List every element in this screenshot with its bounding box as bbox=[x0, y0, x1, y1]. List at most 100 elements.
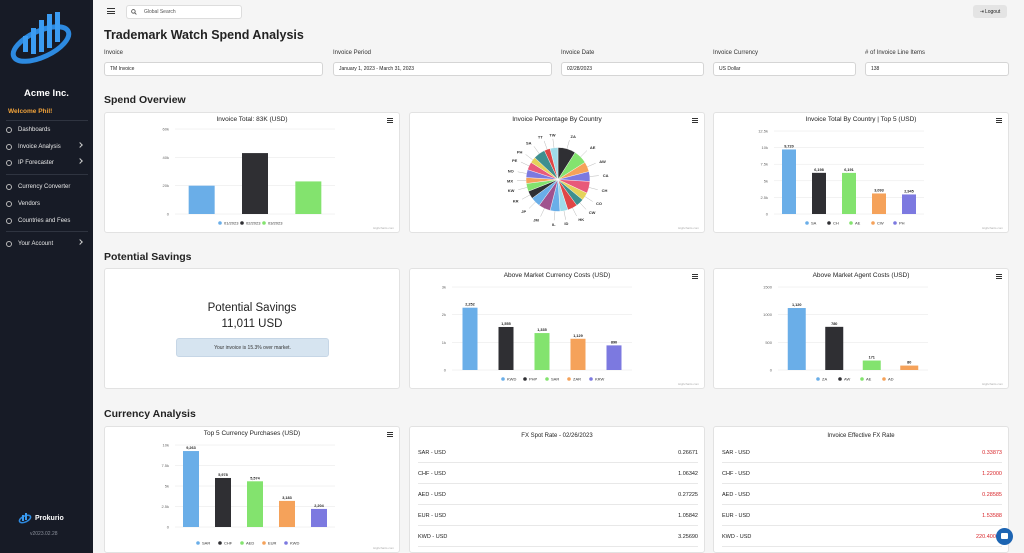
global-search-input[interactable]: Global Search bbox=[126, 5, 242, 19]
y-tick-label: 3k bbox=[442, 285, 446, 290]
chart-credits: Highcharts.com bbox=[373, 226, 394, 230]
field-input[interactable]: US Dollar bbox=[713, 62, 856, 76]
sidebar-item-2[interactable]: IP Forecaster bbox=[6, 157, 88, 169]
legend-item[interactable]: KWD bbox=[290, 541, 299, 546]
bar-EUR[interactable] bbox=[279, 500, 295, 527]
legend-item[interactable]: CH bbox=[833, 221, 839, 226]
chart-svg: 0 2.5k 5k 7.5k 10k 12.5k 9,720 6,198 6,191 3,093 2… bbox=[758, 129, 924, 226]
bar-AE[interactable] bbox=[842, 172, 856, 214]
y-tick-label: 0 bbox=[167, 212, 170, 217]
bar-KWD[interactable] bbox=[311, 508, 327, 527]
bar-AW[interactable] bbox=[825, 326, 844, 370]
pie-label: NO bbox=[508, 169, 514, 174]
sidebar: Acme Inc. Welcome Phil! Dashboards Invoic… bbox=[0, 0, 93, 553]
bar-AED[interactable] bbox=[247, 481, 263, 527]
logout-button[interactable]: ⇥ Logout bbox=[973, 5, 1007, 18]
pie-label: PE bbox=[512, 158, 518, 163]
legend-item[interactable]: CHF bbox=[224, 541, 233, 546]
field-input[interactable]: 138 bbox=[865, 62, 1009, 76]
chat-widget-icon[interactable] bbox=[996, 528, 1013, 545]
chart-menu-icon[interactable] bbox=[692, 118, 698, 123]
legend-marker bbox=[860, 377, 864, 381]
legend-item[interactable]: 01/2023 bbox=[224, 221, 239, 226]
legend-item[interactable]: ZA bbox=[822, 377, 827, 382]
pie-label: PH bbox=[517, 149, 523, 154]
chart-credits: Highcharts.com bbox=[678, 226, 699, 230]
page-title: Trademark Watch Spend Analysis bbox=[104, 28, 304, 42]
legend-item[interactable]: PHP bbox=[529, 377, 538, 382]
chart-menu-icon[interactable] bbox=[996, 118, 1002, 123]
sidebar-item-0[interactable]: Dashboards bbox=[6, 124, 88, 136]
legend-item[interactable]: PH bbox=[899, 221, 905, 226]
sidebar-item-4[interactable]: Vendors bbox=[6, 198, 88, 210]
legend-item[interactable]: CW bbox=[877, 221, 884, 226]
legend-marker bbox=[240, 541, 244, 545]
legend-marker bbox=[893, 221, 897, 225]
legend-item[interactable]: EUR bbox=[268, 541, 277, 546]
bar-CHF[interactable] bbox=[215, 477, 231, 527]
legend-item[interactable]: KRW bbox=[595, 377, 604, 382]
bar-KWD[interactable] bbox=[462, 307, 478, 370]
data-label: 9,720 bbox=[784, 144, 794, 148]
currency-pair: KWD - USD bbox=[418, 533, 448, 540]
hamburger-menu-icon[interactable] bbox=[107, 8, 115, 14]
y-tick-label: 5k bbox=[764, 178, 768, 183]
legend-marker bbox=[849, 221, 853, 225]
legend-item[interactable]: AE bbox=[866, 377, 872, 382]
y-tick-label: 2.5k bbox=[760, 195, 768, 200]
pie-connector bbox=[528, 202, 536, 209]
bar-CW[interactable] bbox=[872, 193, 886, 214]
currency-icon bbox=[6, 184, 12, 190]
bar-ZAR[interactable] bbox=[570, 338, 586, 370]
sidebar-divider bbox=[6, 231, 88, 232]
field-label: Invoice Date bbox=[561, 50, 595, 56]
field-input[interactable]: TM Invoice bbox=[104, 62, 323, 76]
sidebar-item-1[interactable]: Invoice Analysis bbox=[6, 141, 88, 153]
legend-item[interactable]: AED bbox=[246, 541, 254, 546]
rate-value: 1.53588 bbox=[982, 512, 1002, 519]
legend-item[interactable]: ZAR bbox=[573, 377, 581, 382]
field-input[interactable]: 02/28/2023 bbox=[561, 62, 704, 76]
legend-item[interactable]: AE bbox=[855, 221, 861, 226]
legend-item[interactable]: AD bbox=[888, 377, 894, 382]
rate-value: 1.06342 bbox=[678, 470, 698, 477]
bar-SAR[interactable] bbox=[534, 333, 550, 370]
bar-AD[interactable] bbox=[900, 365, 919, 370]
bar-02/2023[interactable] bbox=[242, 153, 268, 214]
legend-item[interactable]: 02/2023 bbox=[246, 221, 261, 226]
field-input[interactable]: January 1, 2023 - March 31, 2023 bbox=[333, 62, 552, 76]
data-label: 5,978 bbox=[218, 473, 228, 477]
bar-PH[interactable] bbox=[902, 194, 916, 214]
legend-item[interactable]: KWD bbox=[507, 377, 516, 382]
legend-item[interactable]: SAR bbox=[551, 377, 559, 382]
legend-item[interactable]: 03/2023 bbox=[268, 221, 283, 226]
sidebar-item-label: Vendors bbox=[18, 201, 41, 207]
chevron-right-icon bbox=[77, 142, 83, 148]
bar-ZA[interactable] bbox=[787, 308, 806, 370]
bar-AE[interactable] bbox=[862, 360, 881, 370]
legend-item[interactable]: AW bbox=[844, 377, 851, 382]
data-label: 1,555 bbox=[501, 322, 511, 326]
bar-SA[interactable] bbox=[782, 149, 796, 214]
bar-PHP[interactable] bbox=[498, 326, 514, 370]
company-logo-icon bbox=[10, 12, 72, 64]
currency-pair: KWD - USD bbox=[722, 533, 752, 540]
bar-KRW[interactable] bbox=[606, 345, 622, 370]
sidebar-item-5[interactable]: Countries and Fees bbox=[6, 215, 88, 227]
chart-menu-icon[interactable] bbox=[387, 432, 393, 437]
sidebar-item-6[interactable]: Your Account bbox=[6, 238, 88, 250]
bar-01/2023[interactable] bbox=[188, 185, 215, 214]
chart-menu-icon[interactable] bbox=[996, 274, 1002, 279]
data-label: 2,204 bbox=[314, 504, 324, 508]
bar-03/2023[interactable] bbox=[295, 181, 322, 214]
bar-SAR[interactable] bbox=[183, 451, 199, 527]
bar-CH[interactable] bbox=[812, 172, 826, 214]
rate-value: 0.33873 bbox=[982, 449, 1002, 456]
chart-menu-icon[interactable] bbox=[387, 118, 393, 123]
legend-marker bbox=[240, 221, 244, 225]
legend-item[interactable]: SA bbox=[811, 221, 817, 226]
sidebar-item-3[interactable]: Currency Converter bbox=[6, 181, 88, 193]
y-tick-label: 5k bbox=[165, 484, 169, 489]
chart-menu-icon[interactable] bbox=[692, 274, 698, 279]
legend-item[interactable]: SAR bbox=[202, 541, 210, 546]
